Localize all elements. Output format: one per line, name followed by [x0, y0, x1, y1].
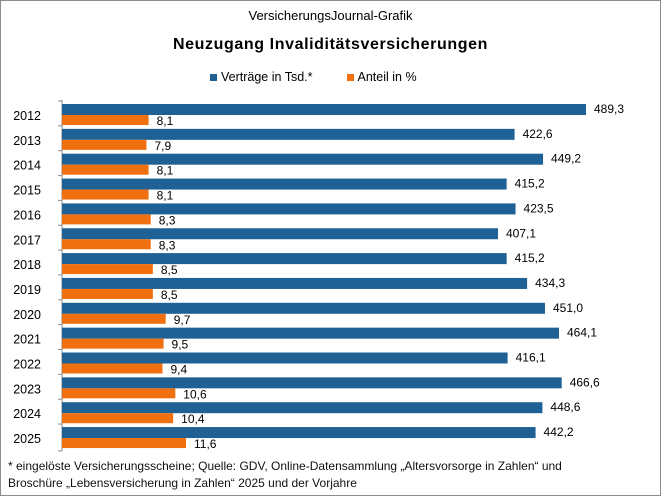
bar-vertraege-2025 — [62, 427, 536, 439]
bar-vertraege-2019 — [62, 277, 528, 289]
data-label-vertraege-2014: 449,2 — [551, 152, 581, 166]
bar-chart: 2012 489,3 8,1 2013 422,6 7,9 2014 449,2 8,1 2015… — [13, 100, 624, 452]
data-label-vertraege-2020: 451,0 — [553, 301, 583, 315]
data-label-anteil-2025: 11,6 — [194, 437, 217, 451]
legend-item-vertraege: Verträge in Tsd.* — [210, 70, 313, 84]
data-label-vertraege-2021: 464,1 — [567, 326, 597, 340]
legend: Verträge in Tsd.* Anteil in % — [210, 70, 417, 84]
bar-anteil-2016 — [62, 214, 151, 225]
category-label-2018: 2018 — [13, 258, 41, 272]
bar-anteil-2024 — [62, 413, 174, 424]
bar-anteil-2017 — [62, 239, 151, 250]
bar-anteil-2021 — [62, 338, 164, 349]
bar-anteil-2020 — [62, 313, 166, 324]
data-label-anteil-2021: 9,5 — [172, 338, 189, 352]
data-label-vertraege-2013: 422,6 — [523, 127, 553, 141]
data-label-vertraege-2022: 416,1 — [516, 351, 546, 365]
data-label-vertraege-2019: 434,3 — [535, 276, 565, 290]
data-label-vertraege-2025: 442,2 — [544, 425, 574, 439]
bar-vertraege-2012 — [62, 104, 586, 115]
data-label-anteil-2020: 9,7 — [174, 313, 191, 327]
category-label-2020: 2020 — [13, 308, 41, 322]
category-label-2016: 2016 — [13, 208, 41, 222]
bar-vertraege-2022 — [62, 352, 508, 364]
bar-vertraege-2016 — [62, 203, 516, 215]
category-label-2013: 2013 — [13, 134, 41, 148]
bar-anteil-2018 — [62, 264, 153, 275]
data-label-vertraege-2016: 423,5 — [524, 201, 554, 215]
bar-vertraege-2018 — [62, 253, 507, 265]
data-label-anteil-2024: 10,4 — [181, 412, 205, 426]
category-label-2019: 2019 — [13, 283, 41, 297]
data-label-anteil-2017: 8,3 — [159, 238, 176, 252]
footnote: * eingelöste Versicherungsscheine; Quell… — [8, 458, 653, 492]
bar-vertraege-2023 — [62, 377, 562, 389]
data-label-anteil-2018: 8,5 — [161, 263, 178, 277]
bar-anteil-2012 — [62, 115, 149, 125]
category-label-2017: 2017 — [13, 233, 41, 247]
category-label-2021: 2021 — [13, 333, 41, 347]
bar-anteil-2013 — [62, 139, 147, 150]
data-label-anteil-2023: 10,6 — [183, 387, 207, 401]
bar-anteil-2019 — [62, 288, 153, 299]
data-label-vertraege-2017: 407,1 — [506, 226, 536, 240]
category-label-2015: 2015 — [13, 184, 41, 198]
bar-anteil-2023 — [62, 388, 176, 399]
footnote-line-1: * eingelöste Versicherungsscheine; Quell… — [8, 459, 562, 473]
legend-label-vertraege: Verträge in Tsd.* — [221, 70, 313, 84]
bar-vertraege-2020 — [62, 302, 545, 314]
category-label-2024: 2024 — [13, 407, 41, 421]
category-label-2022: 2022 — [13, 358, 41, 372]
data-label-anteil-2012: 8,1 — [157, 114, 174, 128]
footnote-line-2: Broschüre „Lebensversicherung in Zahlen“… — [8, 476, 357, 490]
data-label-vertraege-2018: 415,2 — [515, 251, 545, 265]
bar-anteil-2022 — [62, 363, 163, 374]
data-label-anteil-2016: 8,3 — [159, 213, 176, 227]
bar-vertraege-2014 — [62, 153, 544, 165]
bar-vertraege-2021 — [62, 327, 560, 339]
data-label-anteil-2022: 9,4 — [170, 363, 187, 377]
bar-vertraege-2015 — [62, 178, 507, 190]
category-label-2014: 2014 — [13, 159, 41, 173]
bar-vertraege-2017 — [62, 228, 498, 240]
bar-vertraege-2024 — [62, 402, 543, 414]
data-label-anteil-2015: 8,1 — [157, 189, 174, 203]
chart-title: Neuzugang Invaliditätsversicherungen — [173, 36, 488, 53]
legend-swatch-vertraege — [210, 73, 217, 81]
legend-label-anteil: Anteil in % — [357, 70, 417, 84]
data-label-anteil-2013: 7,9 — [154, 139, 171, 153]
data-label-vertraege-2024: 448,6 — [550, 400, 580, 414]
data-label-anteil-2014: 8,1 — [157, 164, 174, 178]
bar-anteil-2025 — [62, 438, 186, 449]
category-label-2025: 2025 — [13, 432, 41, 446]
source-label: VersicherungsJournal-Grafik — [248, 8, 413, 23]
bar-anteil-2015 — [62, 189, 149, 200]
category-label-2012: 2012 — [13, 109, 41, 123]
data-label-vertraege-2015: 415,2 — [515, 177, 545, 191]
bar-anteil-2014 — [62, 164, 149, 175]
data-label-anteil-2019: 8,5 — [161, 288, 178, 302]
bar-vertraege-2013 — [62, 128, 515, 140]
category-label-2023: 2023 — [13, 382, 41, 396]
data-label-vertraege-2012: 489,3 — [594, 102, 624, 116]
data-label-vertraege-2023: 466,6 — [570, 375, 600, 389]
legend-item-anteil: Anteil in % — [346, 70, 417, 84]
legend-swatch-anteil — [346, 73, 354, 81]
